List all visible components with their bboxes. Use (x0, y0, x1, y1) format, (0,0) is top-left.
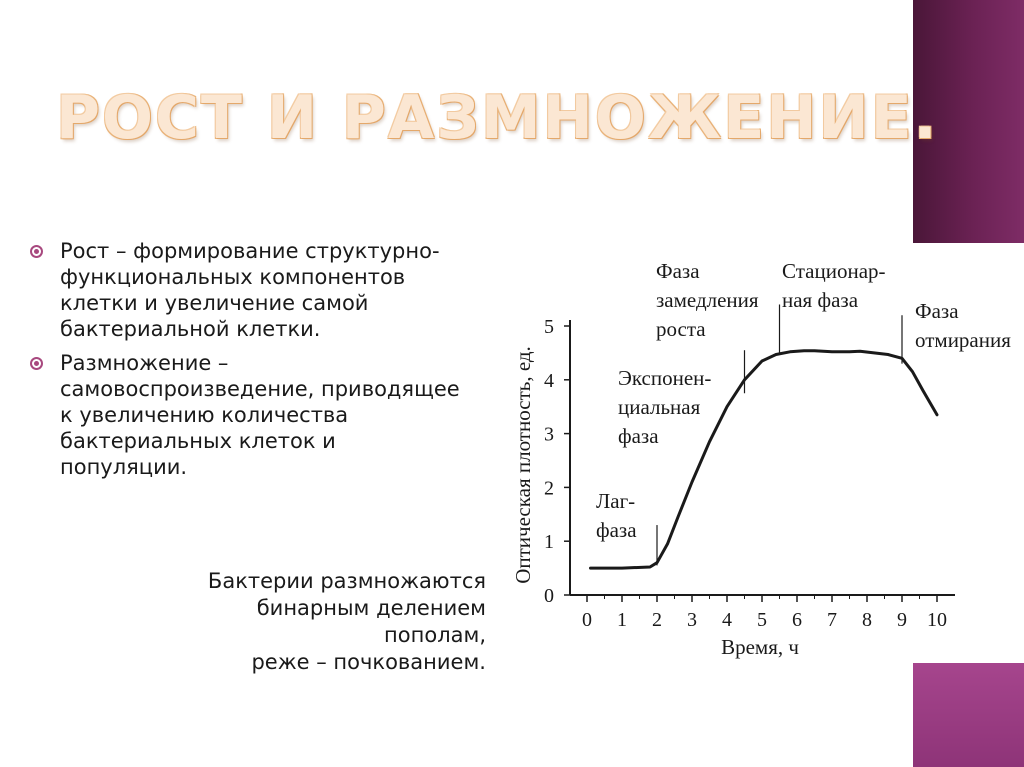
growth-curve-chart: 0 1 2 3 4 5 6 7 8 9 10 0 1 2 3 4 5 Лаг-фаза Экспонен-циал… (511, 259, 1011, 659)
note-line-2: бинарным делением пополам, (256, 596, 486, 647)
x-tick-label: 10 (927, 609, 947, 631)
bullet-text-growth: Рост – формирование структурно-функциона… (60, 239, 440, 341)
bullet-text-reproduction: Размножение – самовоспроизведение, приво… (60, 351, 460, 479)
y-axis-label: Оптическая плотность, ед. (511, 346, 535, 584)
x-tick-label: 7 (827, 609, 837, 631)
x-axis-label: Время, ч (721, 635, 799, 659)
phase-label: Фаза замедления роста (656, 259, 759, 341)
decorative-bar-bottom (913, 663, 1024, 767)
x-tick-label: 1 (617, 609, 627, 631)
y-tick-label: 1 (544, 531, 554, 553)
x-tick-label: 8 (862, 609, 872, 631)
x-tick-label: 9 (897, 609, 907, 631)
bullet-list: Рост – формирование структурно-функциона… (28, 238, 468, 488)
x-tick-label: 6 (792, 609, 802, 631)
y-tick-label: 3 (544, 424, 554, 446)
x-tick-label: 3 (687, 609, 697, 631)
circle-bullet-icon (30, 245, 43, 258)
y-tick-label: 5 (544, 316, 554, 338)
bullet-item-reproduction: Размножение – самовоспроизведение, приво… (28, 350, 468, 480)
x-tick-label: 0 (582, 609, 592, 631)
phase-label: Фаза отмирания (915, 299, 1011, 352)
note-text: Бактерии размножаются бинарным делением … (190, 568, 486, 676)
note-line-3: реже – почкованием. (251, 650, 486, 674)
phase-label: Лаг-фаза (596, 489, 637, 542)
growth-curve-line (589, 349, 939, 570)
bullet-item-growth: Рост – формирование структурно-функциона… (28, 238, 468, 342)
y-tick-label: 2 (544, 477, 554, 499)
phase-label: Стационар-ная фаза (782, 259, 886, 312)
slide-title: РОСТ И РАЗМНОЖЕНИЕ. (56, 83, 939, 153)
y-tick-label: 4 (544, 370, 554, 392)
x-tick-label: 2 (652, 609, 662, 631)
x-tick-label: 4 (722, 609, 732, 631)
note-line-1: Бактерии размножаются (207, 569, 486, 593)
circle-bullet-icon (30, 357, 43, 370)
decorative-bar-top (913, 0, 1024, 243)
phase-label: Экспонен-циальная фаза (618, 366, 711, 448)
y-tick-label: 0 (544, 585, 554, 607)
x-tick-label: 5 (757, 609, 767, 631)
